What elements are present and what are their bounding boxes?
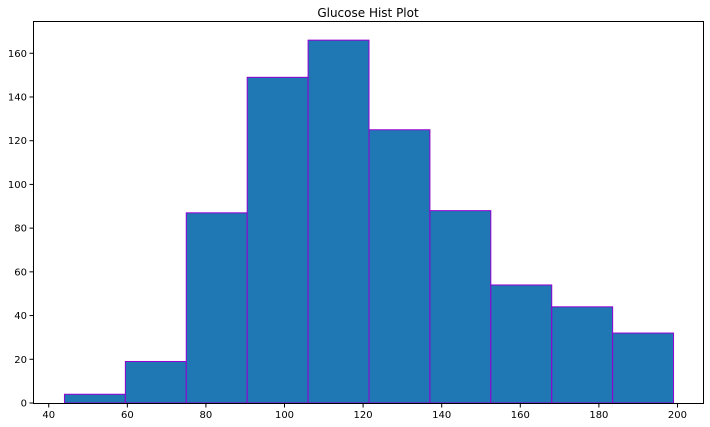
y-axis: 0 20 40 60 80 100 120 140 160: [8, 49, 34, 410]
histogram-bar: [612, 332, 675, 404]
x-tick-label: 100: [275, 410, 294, 421]
histogram-bar: [124, 360, 187, 404]
y-tick-label: 140: [8, 92, 27, 103]
x-tick-label: 60: [121, 410, 134, 421]
x-axis: 40 60 80 100 120 140 160 180 200: [42, 403, 687, 421]
x-tick-label: 180: [589, 410, 608, 421]
y-tick-label: 20: [14, 355, 27, 366]
y-tick-label: 120: [8, 136, 27, 147]
y-tick-label: 100: [8, 180, 27, 191]
y-tick-label: 60: [14, 267, 27, 278]
x-tick-label: 140: [432, 410, 451, 421]
y-tick-label: 0: [21, 399, 27, 410]
histogram-bar: [368, 129, 431, 404]
plot-frame: [33, 21, 704, 404]
x-tick-label: 160: [511, 410, 530, 421]
x-tick-label: 40: [42, 410, 55, 421]
histogram-bar: [185, 212, 248, 404]
histogram-bar: [551, 306, 614, 404]
histogram-bar: [490, 284, 553, 404]
y-tick-label: 40: [14, 311, 27, 322]
x-tick-label: 200: [668, 410, 687, 421]
histogram-bars: [63, 39, 675, 404]
histogram-bar: [63, 393, 126, 404]
y-tick-label: 80: [14, 224, 27, 235]
y-tick-label: 160: [8, 49, 27, 60]
x-tick-label: 120: [354, 410, 373, 421]
histogram-bar: [307, 39, 370, 404]
histogram-bar: [429, 210, 492, 404]
chart-title: Glucose Hist Plot: [317, 6, 419, 20]
x-tick-label: 80: [200, 410, 213, 421]
histogram-bar: [246, 76, 309, 404]
